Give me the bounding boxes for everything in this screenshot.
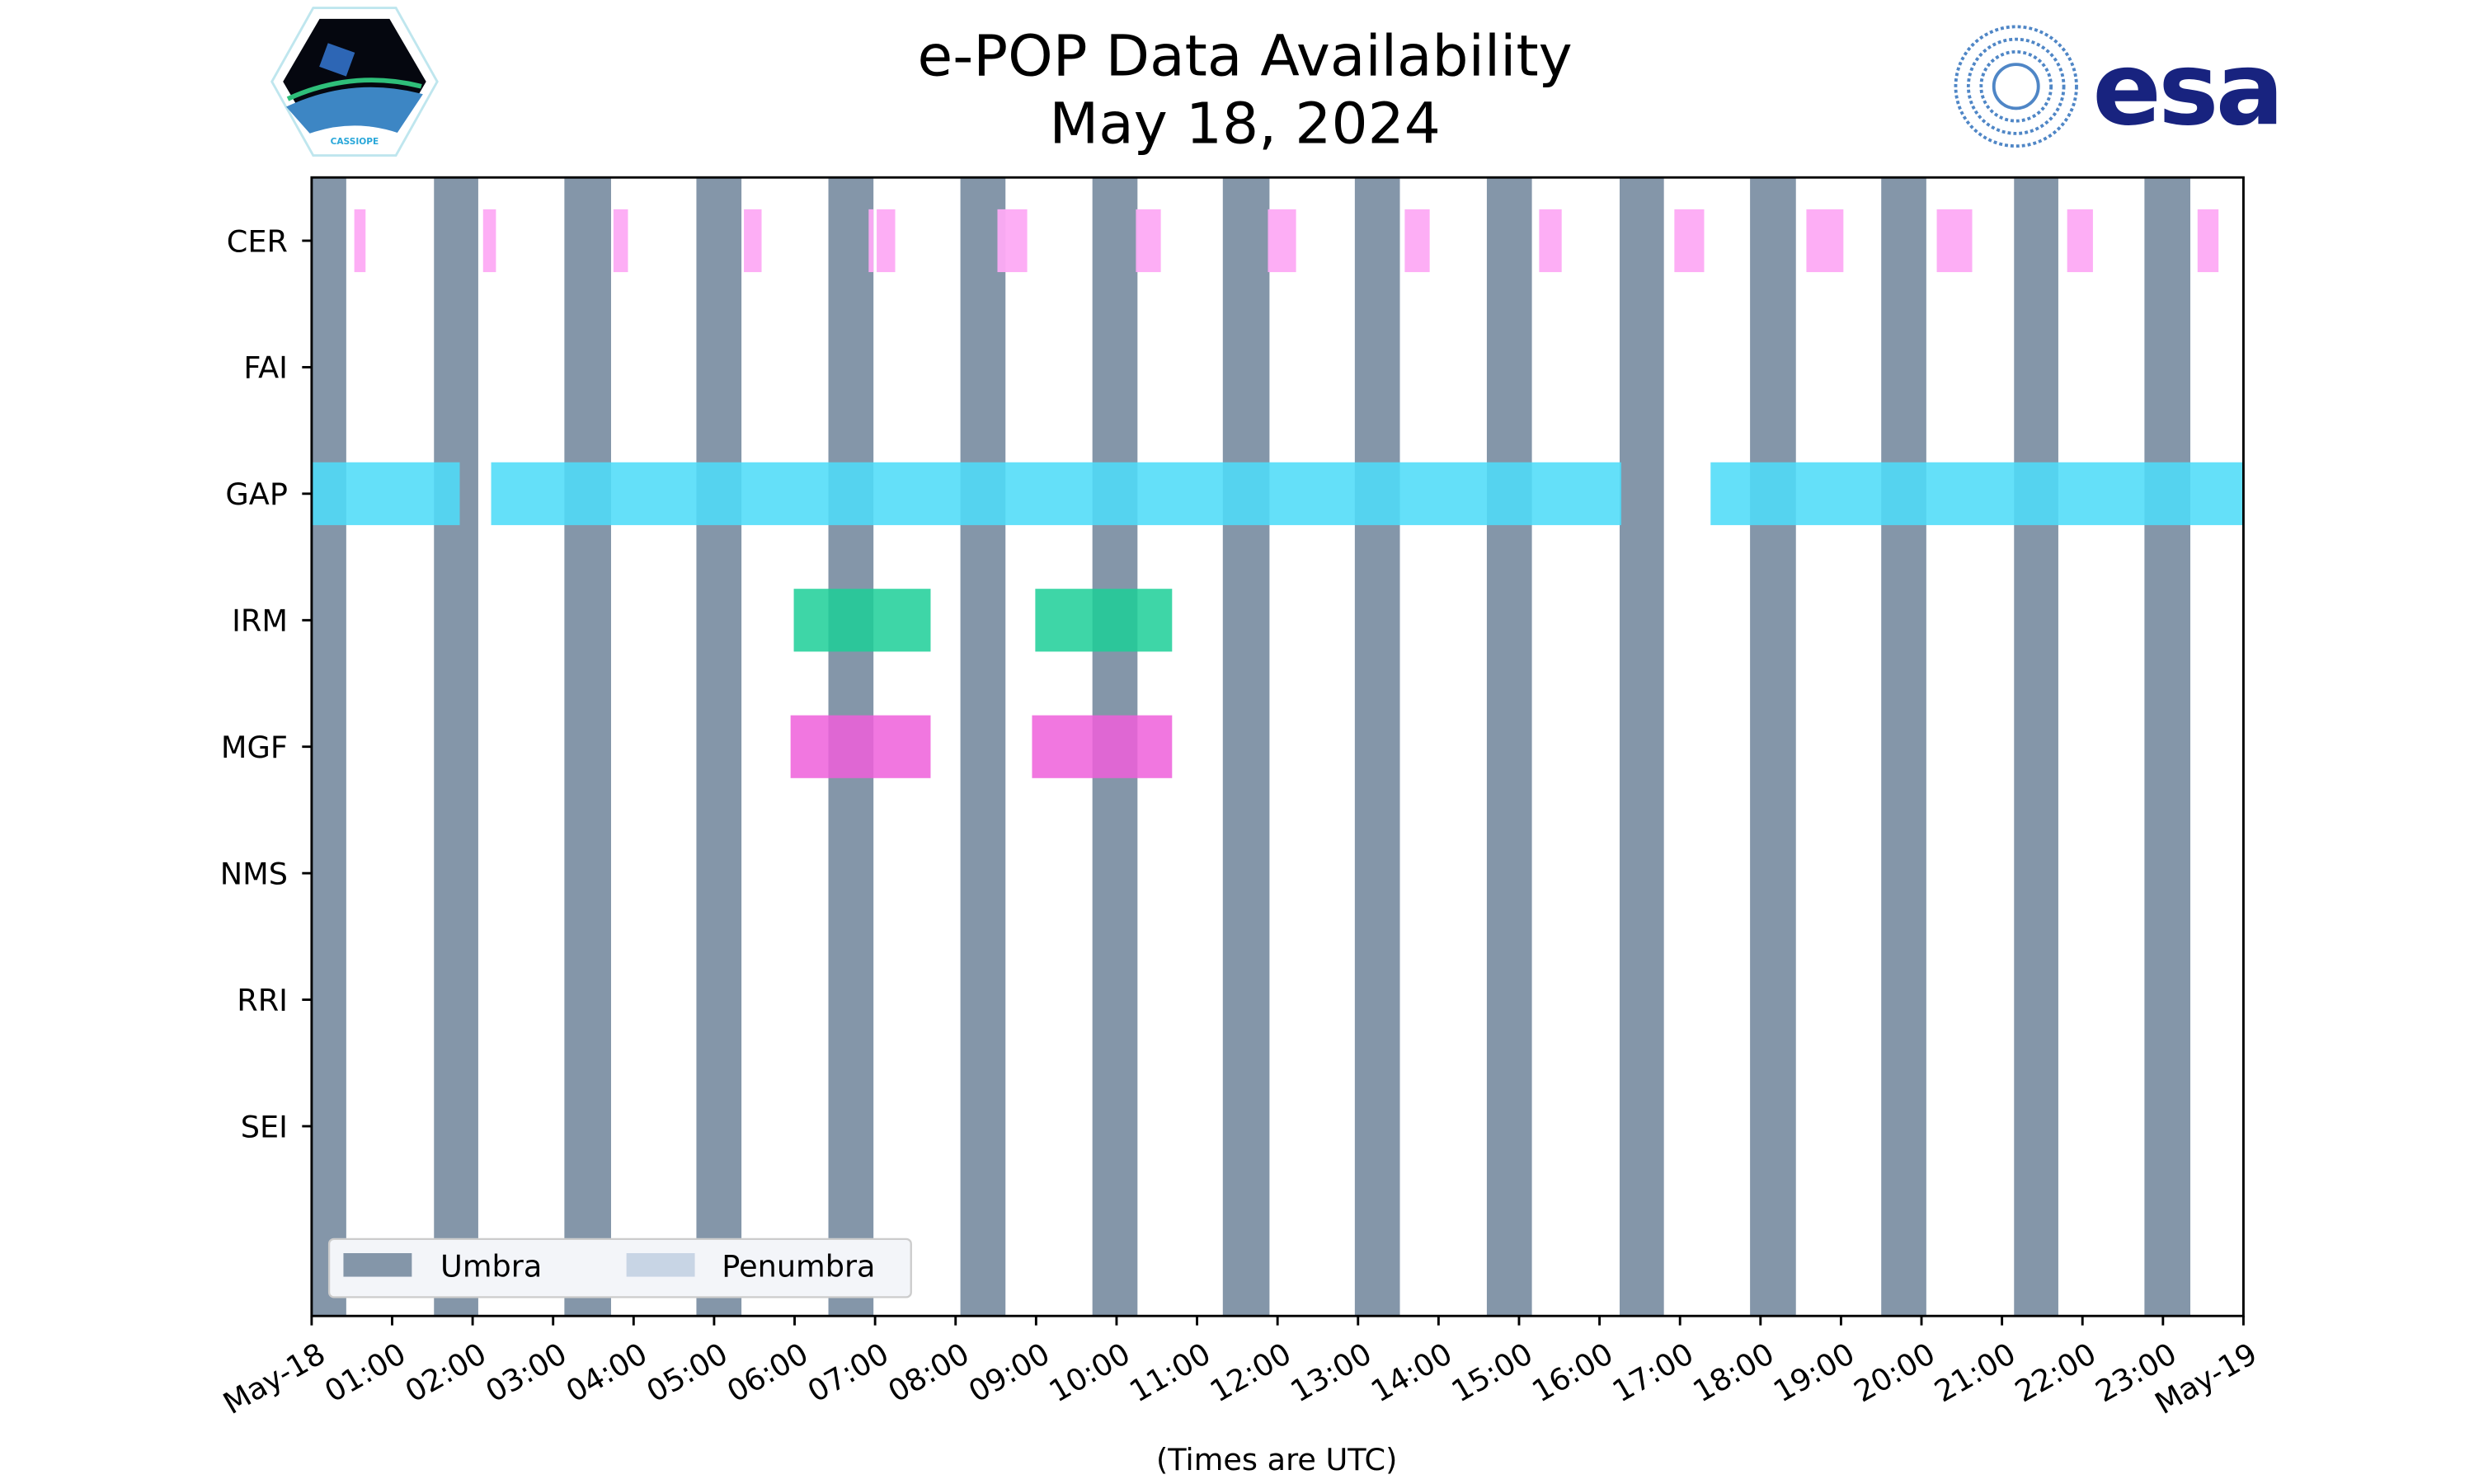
esa-logo-text: esa xyxy=(2092,31,2281,148)
bar-cer xyxy=(1404,209,1430,273)
x-axis-label: (Times are UTC) xyxy=(1156,1442,1397,1477)
y-tick-label: FAI xyxy=(243,350,288,386)
umbra-band xyxy=(1881,177,1926,1317)
umbra-band xyxy=(2014,177,2058,1317)
y-tick-label: RRI xyxy=(237,983,288,1018)
bar-irm xyxy=(793,589,931,652)
chart-title: e-POP Data Availability xyxy=(918,24,1573,90)
x-tick-label: 07:00 xyxy=(802,1336,895,1409)
bar-cer xyxy=(868,209,874,273)
legend-penumbra-label: Penumbra xyxy=(722,1249,875,1284)
x-tick-label: 15:00 xyxy=(1446,1336,1539,1409)
cassiope-logo-text: CASSIOPE xyxy=(331,137,379,147)
bar-cer xyxy=(1539,209,1562,273)
instrument-bars xyxy=(311,209,2244,778)
umbra-band xyxy=(434,177,478,1317)
x-tick-label: 02:00 xyxy=(399,1336,492,1409)
bar-cer xyxy=(877,209,896,273)
umbra-band xyxy=(696,177,742,1317)
x-tick-label: 19:00 xyxy=(1767,1336,1860,1409)
x-tick-label: 20:00 xyxy=(1848,1336,1941,1409)
bar-gap xyxy=(491,462,1621,525)
x-tick-label: 13:00 xyxy=(1285,1336,1378,1409)
bar-cer xyxy=(1136,209,1161,273)
bar-cer xyxy=(1268,209,1296,273)
bar-cer xyxy=(482,209,496,273)
x-tick-label: 14:00 xyxy=(1365,1336,1458,1409)
bar-gap xyxy=(311,462,460,525)
x-tick-label: 11:00 xyxy=(1123,1336,1216,1409)
x-tick-label: 16:00 xyxy=(1526,1336,1619,1409)
x-tick-label: 17:00 xyxy=(1606,1336,1700,1409)
legend: Umbra Penumbra xyxy=(327,1237,912,1298)
bar-gap xyxy=(1710,462,2244,525)
x-tick-label: 21:00 xyxy=(1928,1336,2021,1409)
x-tick-label: 18:00 xyxy=(1687,1336,1780,1409)
x-tick-label: 03:00 xyxy=(479,1336,572,1409)
esa-logo: esa xyxy=(1954,25,2284,148)
x-tick-label: 06:00 xyxy=(721,1336,814,1409)
bar-cer xyxy=(354,209,366,273)
bar-cer xyxy=(2197,209,2219,273)
x-tick-label: 05:00 xyxy=(641,1336,734,1409)
bar-mgf xyxy=(790,715,931,778)
bar-cer xyxy=(744,209,762,273)
x-tick-label: 01:00 xyxy=(318,1336,412,1409)
bar-mgf xyxy=(1032,715,1173,778)
x-tick-label: 12:00 xyxy=(1204,1336,1297,1409)
umbra-band xyxy=(311,177,346,1317)
y-tick-label: CER xyxy=(227,223,288,259)
legend-umbra-label: Umbra xyxy=(440,1249,542,1284)
umbra-band xyxy=(1619,177,1664,1317)
y-tick-label: NMS xyxy=(220,857,288,892)
bar-cer xyxy=(1936,209,1973,273)
x-axis: May-1801:0002:0003:0004:0005:0006:0007:0… xyxy=(217,1316,2263,1421)
y-axis: CER FAI GAP IRM MGF NMS RRI SEI xyxy=(220,223,312,1144)
umbra-band xyxy=(1222,177,1270,1317)
umbra-band xyxy=(1354,177,1400,1317)
bar-cer xyxy=(2067,209,2093,273)
bar-cer xyxy=(1806,209,1844,273)
bar-cer xyxy=(1674,209,1705,273)
chart-subtitle: May 18, 2024 xyxy=(1049,92,1441,157)
bar-irm xyxy=(1035,589,1173,652)
umbra-band xyxy=(960,177,1006,1317)
umbra-bands xyxy=(311,177,2191,1317)
x-tick-label: 08:00 xyxy=(882,1336,976,1409)
bar-cer xyxy=(997,209,1028,273)
umbra-band xyxy=(2144,177,2191,1317)
legend-umbra-swatch xyxy=(343,1253,412,1277)
umbra-band xyxy=(564,177,611,1317)
x-tick-label: May-18 xyxy=(217,1336,331,1421)
umbra-band xyxy=(1750,177,1796,1317)
y-tick-label: GAP xyxy=(225,477,288,512)
x-tick-label: 04:00 xyxy=(560,1336,653,1409)
bar-cer xyxy=(613,209,628,273)
y-tick-label: IRM xyxy=(232,603,288,639)
y-tick-label: MGF xyxy=(221,730,288,765)
x-tick-label: 09:00 xyxy=(962,1336,1056,1409)
cassiope-logo: CASSIOPE xyxy=(270,7,439,157)
umbra-band xyxy=(1486,177,1532,1317)
legend-penumbra-swatch xyxy=(626,1253,695,1277)
x-tick-label: 22:00 xyxy=(2009,1336,2102,1409)
x-tick-label: 10:00 xyxy=(1043,1336,1136,1409)
y-tick-label: SEI xyxy=(241,1110,288,1145)
